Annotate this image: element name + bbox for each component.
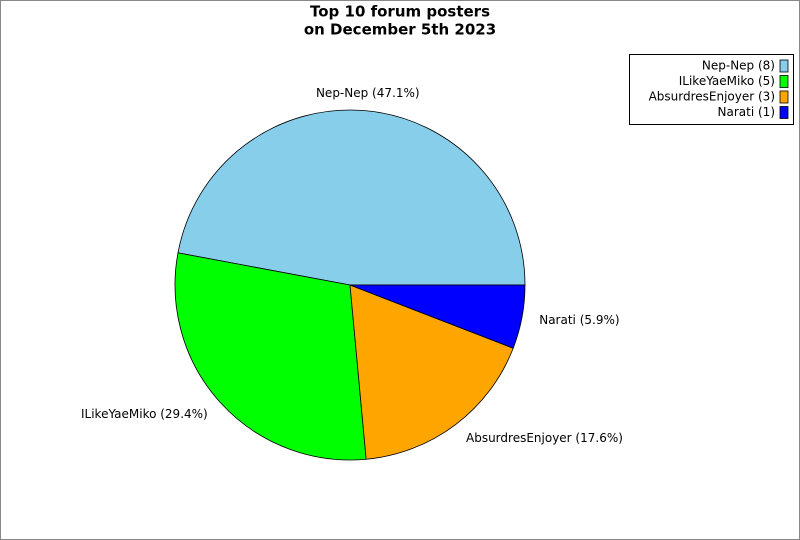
legend-swatch	[779, 90, 789, 104]
chart-title: on December 5th 2023	[304, 21, 496, 39]
legend-box	[629, 54, 794, 125]
slice-label: Nep-Nep (47.1%)	[316, 86, 420, 100]
pie-slice	[177, 109, 526, 286]
pie-slice	[349, 284, 514, 460]
legend-label: Nep-Nep (8)	[702, 59, 775, 73]
chart-title: Top 10 forum posters	[310, 3, 490, 21]
slice-label: AbsurdresEnjoyer (17.6%)	[466, 431, 623, 445]
slice-label: Narati (5.9%)	[539, 313, 619, 327]
legend-label: Narati (1)	[718, 105, 775, 119]
legend-swatch	[779, 106, 789, 119]
legend-label: AbsurdresEnjoyer (3)	[649, 90, 775, 104]
slice-label: ILikeYaeMiko (29.4%)	[81, 407, 208, 421]
legend-swatch	[779, 75, 789, 88]
pie-slice	[349, 284, 526, 349]
legend-label: ILikeYaeMiko (5)	[679, 74, 775, 88]
legend-swatch	[779, 59, 789, 73]
pie-slice	[174, 252, 367, 461]
